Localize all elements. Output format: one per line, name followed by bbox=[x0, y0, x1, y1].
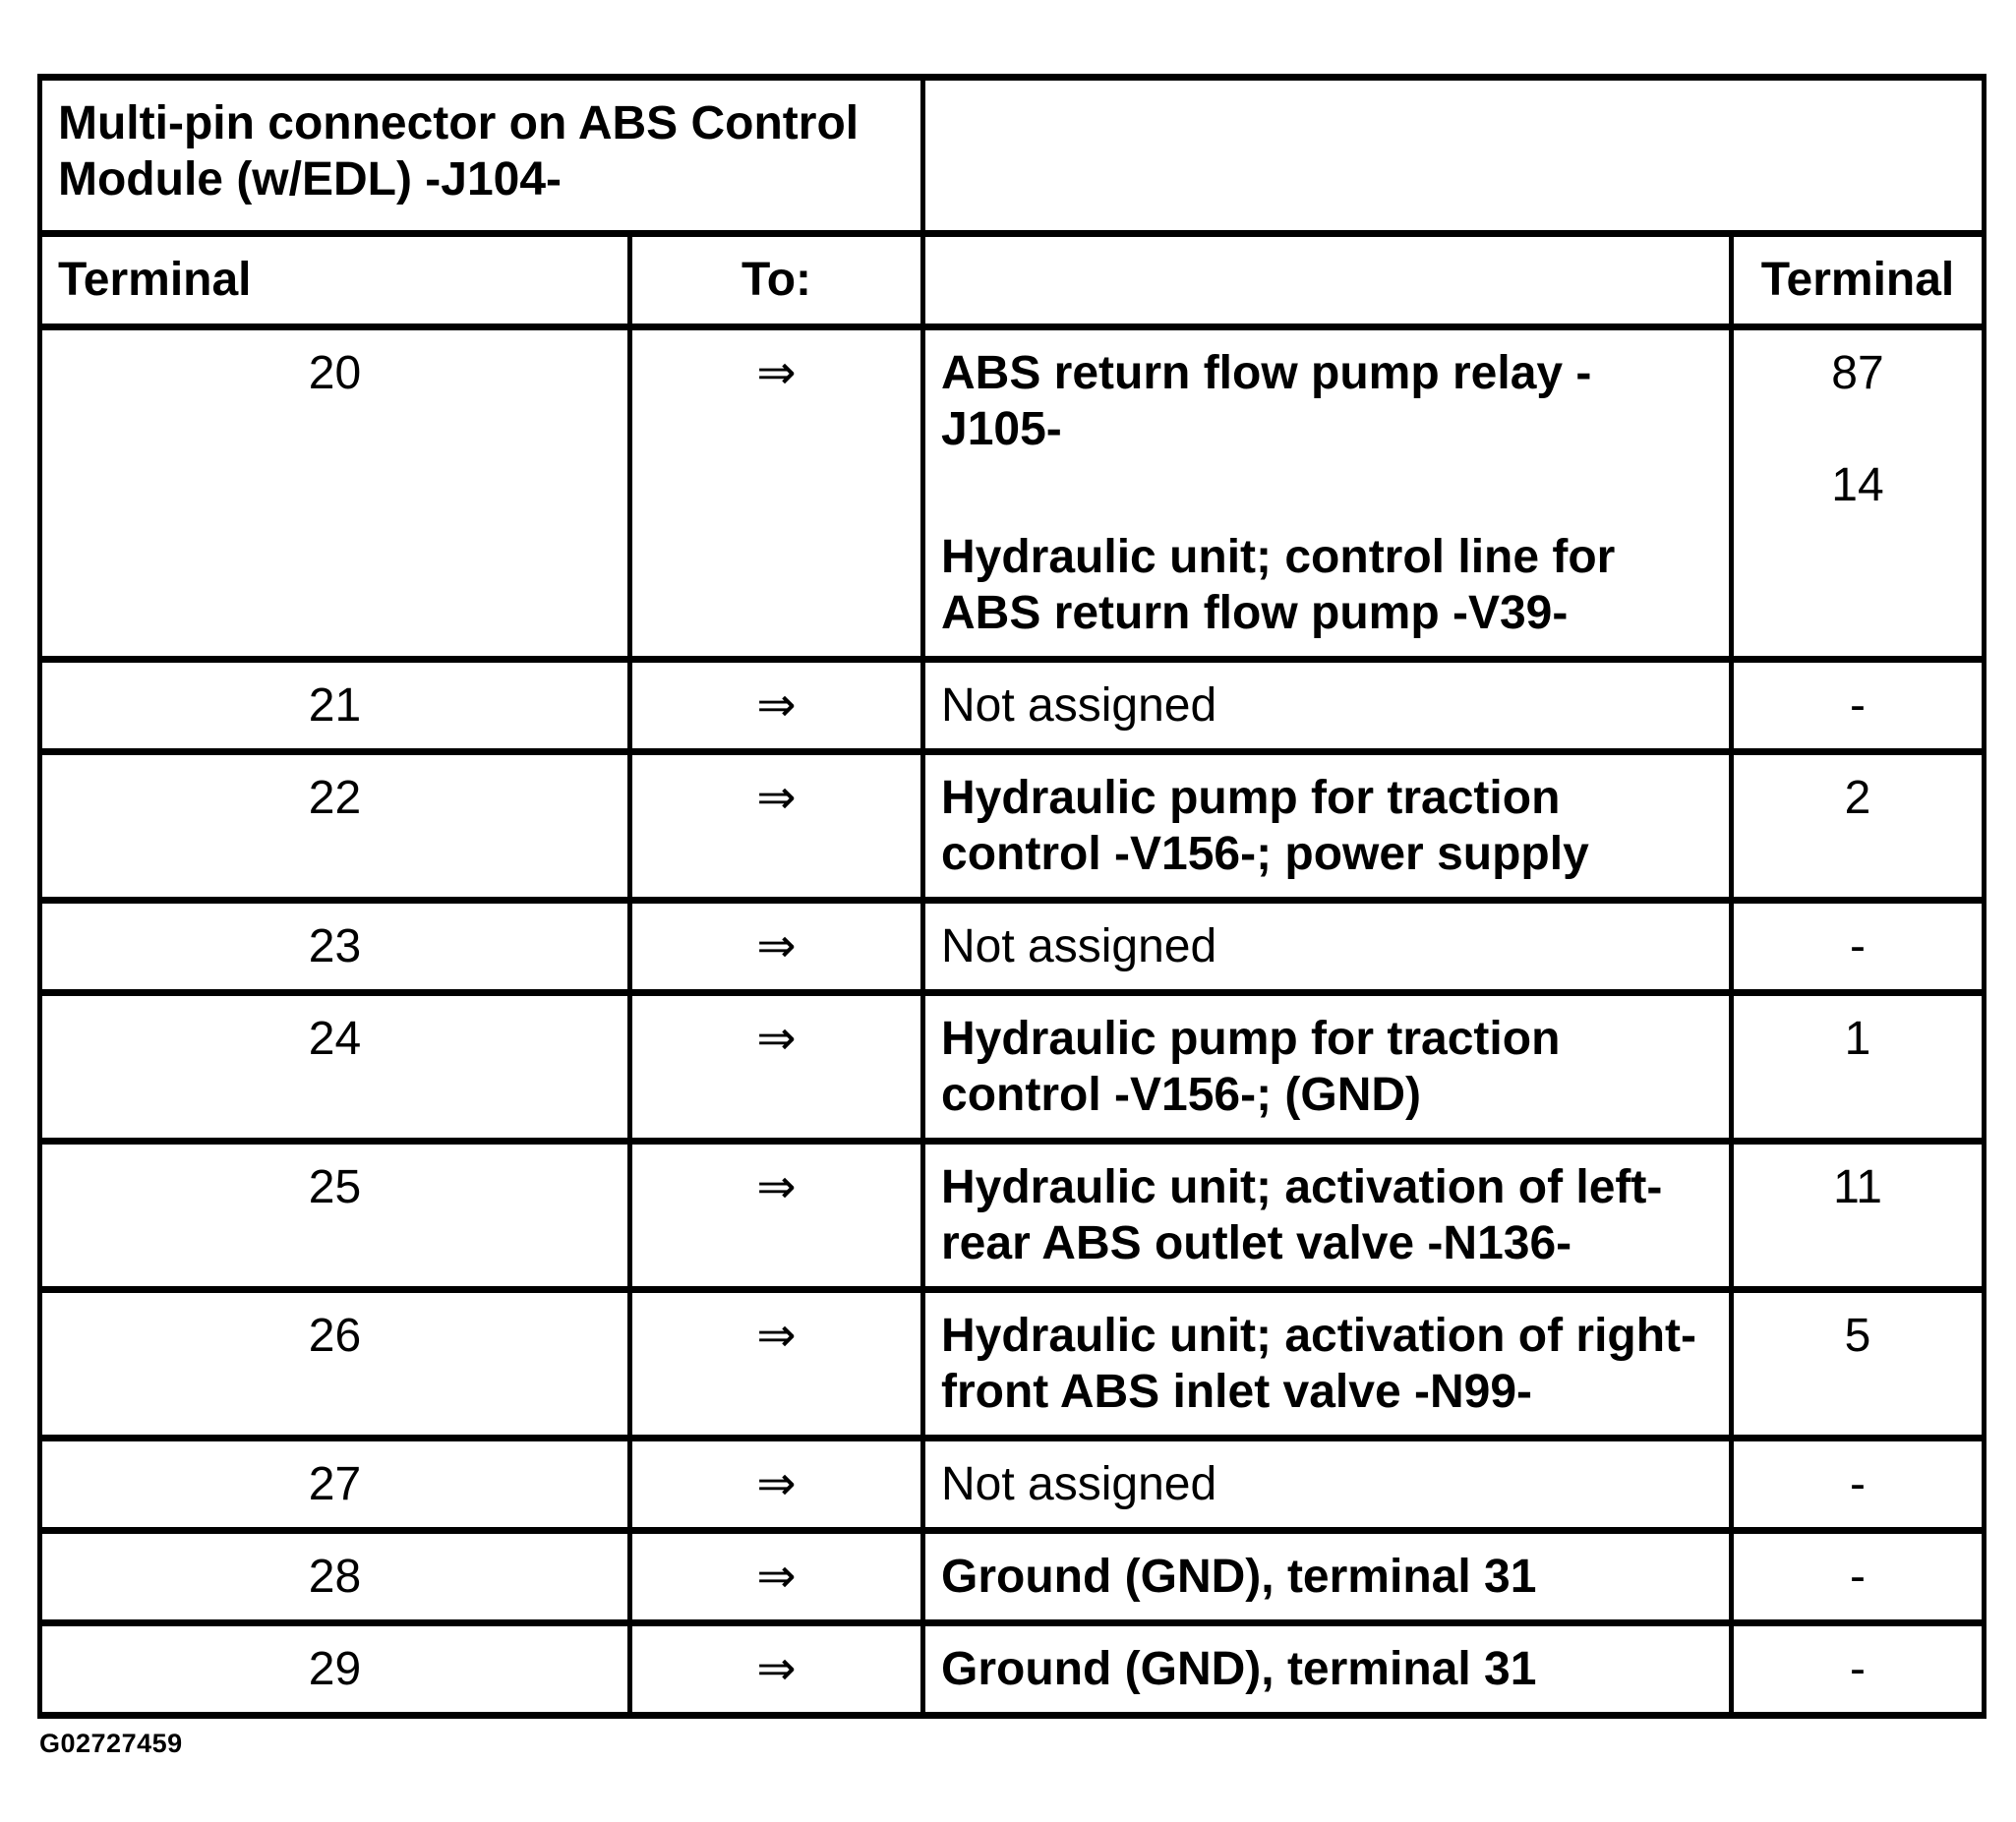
description-cell: Not assigned bbox=[920, 897, 1734, 996]
destination-terminal-cell: 2 bbox=[1729, 748, 1986, 904]
destination-terminal-cell: - bbox=[1729, 1527, 1986, 1626]
description-text: Hydraulic unit; activation of left- rear… bbox=[941, 1161, 1663, 1269]
description-cell: Ground (GND), terminal 31 bbox=[920, 1619, 1734, 1719]
figure-code: G02727459 bbox=[39, 1729, 183, 1758]
to-arrow-cell: ⇒ bbox=[627, 656, 925, 755]
pinout-rows: 20 ⇒ ABS return flow pump relay - J105- H… bbox=[37, 323, 1986, 1719]
pin-row: 22 ⇒ Hydraulic pump for traction control… bbox=[37, 748, 1986, 904]
description-text: Hydraulic unit; activation of right- fro… bbox=[941, 1310, 1697, 1418]
double-right-arrow-icon: ⇒ bbox=[756, 920, 797, 972]
double-right-arrow-icon: ⇒ bbox=[756, 1310, 797, 1362]
destination-terminal-cell: 11 bbox=[1729, 1138, 1986, 1293]
to-arrow-cell: ⇒ bbox=[627, 1286, 925, 1441]
to-arrow-cell: ⇒ bbox=[627, 748, 925, 904]
destination-terminal-value: 14 bbox=[1831, 459, 1884, 511]
destination-terminal-value: 5 bbox=[1844, 1310, 1871, 1362]
terminal-number-cell: 24 bbox=[37, 989, 632, 1145]
destination-terminal-value: - bbox=[1850, 679, 1866, 732]
pin-row: 26 ⇒ Hydraulic unit; activation of right… bbox=[37, 1286, 1986, 1441]
destination-terminal-value: 1 bbox=[1844, 1013, 1871, 1065]
double-right-arrow-icon: ⇒ bbox=[756, 1161, 797, 1213]
table-title: Multi-pin connector on ABS Control Modul… bbox=[37, 74, 925, 237]
pin-row: 28 ⇒ Ground (GND), terminal 31 - bbox=[37, 1527, 1986, 1626]
destination-terminal-value: - bbox=[1850, 920, 1866, 972]
description-text: Not assigned bbox=[941, 920, 1217, 972]
terminal-number-cell: 27 bbox=[37, 1435, 632, 1534]
destination-terminal-value: - bbox=[1850, 1551, 1866, 1603]
description-text: Hydraulic pump for traction control -V15… bbox=[941, 772, 1589, 880]
pin-row: 23 ⇒ Not assigned - bbox=[37, 897, 1986, 996]
description-cell: ABS return flow pump relay - J105- Hydrau… bbox=[920, 323, 1734, 663]
header-to: To: bbox=[627, 230, 925, 330]
destination-terminal-cell: - bbox=[1729, 1435, 1986, 1534]
pin-row: 24 ⇒ Hydraulic pump for traction control… bbox=[37, 989, 1986, 1145]
description-text: Hydraulic unit; control line for ABS ret… bbox=[941, 531, 1616, 639]
destination-terminal-cell: - bbox=[1729, 897, 1986, 996]
destination-terminal-cell: 5 bbox=[1729, 1286, 1986, 1441]
terminal-number-cell: 20 bbox=[37, 323, 632, 663]
description-cell: Hydraulic unit; activation of left- rear… bbox=[920, 1138, 1734, 1293]
pin-row: 21 ⇒ Not assigned - bbox=[37, 656, 1986, 755]
to-arrow-cell: ⇒ bbox=[627, 323, 925, 663]
destination-terminal-value: 87 bbox=[1831, 347, 1884, 399]
to-arrow-cell: ⇒ bbox=[627, 1435, 925, 1534]
terminal-number-cell: 25 bbox=[37, 1138, 632, 1293]
description-text: Ground (GND), terminal 31 bbox=[941, 1551, 1537, 1603]
double-right-arrow-icon: ⇒ bbox=[756, 1013, 797, 1065]
destination-terminal-value: 2 bbox=[1844, 772, 1871, 824]
terminal-number-cell: 21 bbox=[37, 656, 632, 755]
double-right-arrow-icon: ⇒ bbox=[756, 772, 797, 824]
to-arrow-cell: ⇒ bbox=[627, 1619, 925, 1719]
header-description bbox=[920, 230, 1734, 330]
pin-row: 25 ⇒ Hydraulic unit; activation of left-… bbox=[37, 1138, 1986, 1293]
description-cell: Not assigned bbox=[920, 656, 1734, 755]
pinout-table: Multi-pin connector on ABS Control Modul… bbox=[37, 74, 1986, 1719]
column-header-row: Terminal To: Terminal bbox=[37, 230, 1986, 330]
description-text: Ground (GND), terminal 31 bbox=[941, 1643, 1537, 1695]
title-spacer-cell bbox=[920, 74, 1986, 237]
description-cell: Ground (GND), terminal 31 bbox=[920, 1527, 1734, 1626]
pin-row: 20 ⇒ ABS return flow pump relay - J105- H… bbox=[37, 323, 1986, 663]
destination-terminal-value: 11 bbox=[1833, 1161, 1882, 1213]
description-text: Hydraulic pump for traction control -V15… bbox=[941, 1013, 1561, 1121]
destination-terminal-cell: - bbox=[1729, 656, 1986, 755]
double-right-arrow-icon: ⇒ bbox=[756, 679, 797, 732]
header-terminal-right: Terminal bbox=[1729, 230, 1986, 330]
double-right-arrow-icon: ⇒ bbox=[756, 1458, 797, 1510]
terminal-number-cell: 28 bbox=[37, 1527, 632, 1626]
to-arrow-cell: ⇒ bbox=[627, 1527, 925, 1626]
destination-terminal-cell: - bbox=[1729, 1619, 1986, 1719]
description-text: Not assigned bbox=[941, 679, 1217, 732]
destination-terminal-cell: 1 bbox=[1729, 989, 1986, 1145]
terminal-number-cell: 22 bbox=[37, 748, 632, 904]
to-arrow-cell: ⇒ bbox=[627, 1138, 925, 1293]
double-right-arrow-icon: ⇒ bbox=[756, 347, 797, 399]
destination-terminal-cell: 87 14 bbox=[1729, 323, 1986, 663]
pin-row: 29 ⇒ Ground (GND), terminal 31 - bbox=[37, 1619, 1986, 1719]
terminal-number-cell: 26 bbox=[37, 1286, 632, 1441]
to-arrow-cell: ⇒ bbox=[627, 897, 925, 996]
destination-terminal-value: - bbox=[1850, 1458, 1866, 1510]
description-cell: Hydraulic pump for traction control -V15… bbox=[920, 748, 1734, 904]
double-right-arrow-icon: ⇒ bbox=[756, 1643, 797, 1695]
description-text: Not assigned bbox=[941, 1458, 1217, 1510]
description-cell: Hydraulic pump for traction control -V15… bbox=[920, 989, 1734, 1145]
double-right-arrow-icon: ⇒ bbox=[756, 1551, 797, 1603]
description-cell: Not assigned bbox=[920, 1435, 1734, 1534]
terminal-number-cell: 23 bbox=[37, 897, 632, 996]
destination-terminal-value: - bbox=[1850, 1643, 1866, 1695]
description-text: ABS return flow pump relay - J105- bbox=[941, 347, 1592, 455]
to-arrow-cell: ⇒ bbox=[627, 989, 925, 1145]
description-cell: Hydraulic unit; activation of right- fro… bbox=[920, 1286, 1734, 1441]
pin-row: 27 ⇒ Not assigned - bbox=[37, 1435, 1986, 1534]
title-row: Multi-pin connector on ABS Control Modul… bbox=[37, 74, 1986, 237]
terminal-number-cell: 29 bbox=[37, 1619, 632, 1719]
header-terminal-left: Terminal bbox=[37, 230, 632, 330]
